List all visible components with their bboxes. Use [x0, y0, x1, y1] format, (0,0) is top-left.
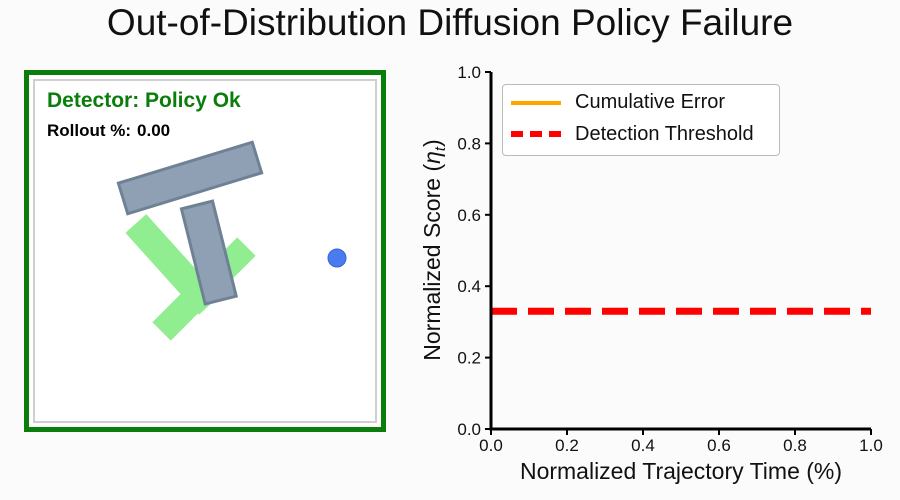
x-axis-ticks: 0.0 0.2 0.4 0.6 0.8 1.0	[479, 429, 883, 455]
y-tick-label: 0.2	[457, 349, 481, 368]
x-tick-label: 0.6	[707, 436, 731, 455]
workspace-border	[33, 79, 377, 423]
rollout-label: Rollout %:	[47, 121, 132, 140]
y-tick-label: 0.0	[457, 420, 481, 439]
block-t-shape	[116, 140, 264, 306]
figure-title: Out-of-Distribution Diffusion Policy Fai…	[106, 2, 794, 43]
target-t-bar	[125, 214, 220, 315]
legend-swatch-cumulative-error	[511, 101, 561, 105]
y-tick-label: 0.6	[457, 206, 481, 225]
detector-status-frame: Detector: Policy Ok Rollout %: 0.00	[24, 70, 386, 432]
legend-label-cumulative-error: Cumulative Error	[575, 91, 726, 113]
simulation-panel: Detector: Policy Ok Rollout %: 0.00	[24, 70, 386, 432]
y-axis-label: Normalized Score (ηt)	[419, 139, 449, 360]
block-t-stem	[179, 199, 239, 306]
x-tick-label: 0.4	[631, 436, 655, 455]
detector-status-label: Detector: Policy Ok	[47, 89, 241, 112]
chart-legend: Cumulative Error Detection Threshold	[502, 84, 780, 156]
legend-item-detection-threshold: Detection Threshold	[503, 120, 779, 148]
y-tick-label: 0.4	[457, 277, 481, 296]
x-tick-label: 0.2	[555, 436, 579, 455]
x-tick-label: 1.0	[859, 436, 883, 455]
legend-item-cumulative-error: Cumulative Error	[503, 88, 779, 116]
y-tick-label: 1.0	[457, 63, 481, 82]
y-tick-label: 0.8	[457, 134, 481, 153]
x-tick-label: 0.8	[783, 436, 807, 455]
rollout-readout: Rollout %: 0.00	[47, 121, 170, 141]
agent-icon	[327, 248, 347, 268]
x-axis-label: Normalized Trajectory Time (%)	[520, 458, 842, 484]
block-t-bar	[116, 140, 264, 216]
y-axis-ticks: 0.0 0.2 0.4 0.6 0.8 1.0	[457, 63, 491, 439]
x-tick-label: 0.0	[479, 436, 503, 455]
legend-label-detection-threshold: Detection Threshold	[575, 123, 754, 145]
rollout-value: 0.00	[137, 121, 171, 140]
pusht-scene	[116, 140, 347, 341]
legend-swatch-detection-threshold	[511, 131, 561, 137]
